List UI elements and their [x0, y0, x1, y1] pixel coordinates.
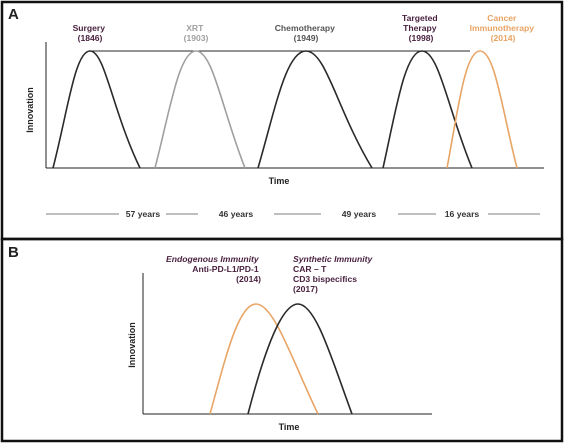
- panel-b-ylabel: Innovation: [127, 322, 137, 368]
- panel-a-ylabel: Innovation: [25, 87, 35, 133]
- label-chemotherapy-line-2: (1949): [294, 33, 319, 43]
- label-immuno-line-2: Immunotherapy: [470, 23, 535, 33]
- interval-46-years: 46 years: [219, 209, 254, 219]
- label-targeted-line-2: Therapy: [403, 23, 437, 33]
- label-synthetic-immunity: Synthetic Immunity CAR – T CD3 bispecifi…: [293, 254, 375, 294]
- label-chemotherapy-line-1: Chemotherapy: [275, 23, 335, 33]
- label-targeted-line-1: Targeted: [402, 13, 438, 23]
- label-xrt-line-2: (1903): [184, 33, 209, 43]
- endogenous-line-1: Anti-PD-L1/PD-1: [192, 264, 259, 274]
- label-endogenous-immunity: Endogenous Immunity Anti-PD-L1/PD-1 (201…: [166, 254, 261, 284]
- interval-57-years: 57 years: [126, 209, 161, 219]
- xrt-curve: [154, 50, 246, 169]
- label-xrt: XRT (1903): [184, 23, 209, 43]
- label-targeted-therapy: Targeted Therapy (1998): [402, 13, 440, 43]
- targeted-therapy-curve: [382, 50, 473, 169]
- synthetic-line-2: CD3 bispecifics: [293, 274, 357, 284]
- label-surgery-line-1: Surgery: [73, 23, 106, 33]
- interval-49-years: 49 years: [342, 209, 377, 219]
- label-cancer-immunotherapy: Cancer Immunotherapy (2014): [470, 13, 537, 43]
- label-immuno-line-3: (2014): [491, 33, 516, 43]
- label-xrt-line-1: XRT: [186, 23, 204, 33]
- immunotherapy-curve: [446, 50, 518, 169]
- synthetic-immunity-curve: [247, 303, 353, 415]
- label-chemotherapy: Chemotherapy (1949): [275, 23, 338, 43]
- panel-a-xlabel: Time: [269, 176, 290, 186]
- endogenous-immunity-curve: [209, 303, 319, 415]
- synthetic-line-1: CAR – T: [293, 264, 327, 274]
- endogenous-title: Endogenous Immunity: [166, 254, 260, 264]
- panel-a-letter: A: [8, 6, 19, 23]
- label-surgery-line-2: (1846): [78, 33, 103, 43]
- interval-16-years: 16 years: [445, 209, 480, 219]
- synthetic-title: Synthetic Immunity: [293, 254, 373, 264]
- surgery-curve: [52, 50, 141, 169]
- panel-b-xlabel: Time: [279, 422, 300, 432]
- panel-b-frame: [0, 237, 564, 443]
- panel-b-letter: B: [8, 244, 19, 261]
- label-immuno-line-1: Cancer: [487, 13, 517, 23]
- synthetic-line-3: (2017): [293, 284, 318, 294]
- label-surgery: Surgery (1846): [73, 23, 108, 43]
- chemotherapy-curve: [257, 50, 373, 169]
- label-targeted-line-3: (1998): [409, 33, 434, 43]
- endogenous-line-2: (2014): [236, 274, 261, 284]
